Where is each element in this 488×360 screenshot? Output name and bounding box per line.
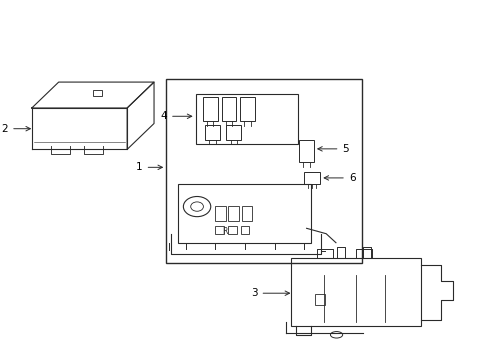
Bar [240, 226, 249, 234]
Bar [166, 79, 361, 263]
Bar [290, 258, 420, 326]
Text: 1: 1 [136, 162, 162, 172]
Bar [203, 97, 217, 121]
Bar [226, 125, 241, 140]
Bar [227, 226, 236, 234]
Bar [314, 294, 324, 305]
Bar [205, 125, 220, 140]
Text: 6: 6 [324, 173, 355, 183]
Bar [299, 140, 313, 162]
Bar [304, 172, 320, 184]
Bar [228, 206, 239, 221]
Bar [178, 184, 311, 243]
Bar [195, 94, 298, 144]
Bar [215, 206, 225, 221]
Bar [241, 206, 252, 221]
Bar [221, 97, 236, 121]
Text: 3: 3 [250, 288, 289, 298]
Text: 5: 5 [317, 144, 348, 154]
Bar [93, 90, 102, 96]
Bar [240, 97, 254, 121]
Text: R: R [222, 227, 227, 236]
Text: 2: 2 [1, 124, 30, 134]
Text: 4: 4 [160, 111, 191, 121]
Bar [215, 226, 224, 234]
